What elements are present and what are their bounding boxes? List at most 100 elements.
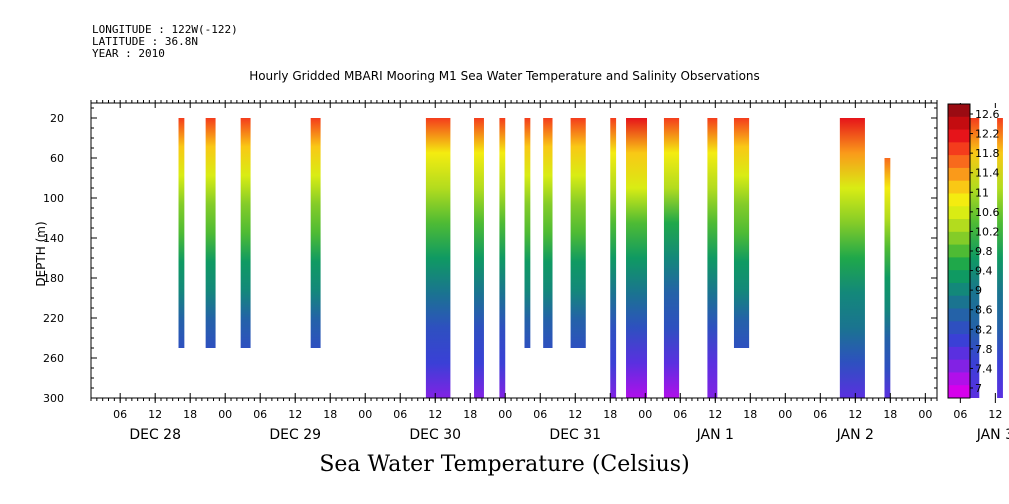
x-hour-tick-label: 18 [743,408,757,421]
longitude-label: LONGITUDE : 122W(-122) [92,23,238,36]
x-hour-tick-label: 00 [218,408,232,421]
colorbar-label: 8.2 [975,323,993,336]
colorbar-label: 9.8 [975,245,993,258]
colorbar-segment [948,308,970,322]
data-column [839,118,865,398]
data-column [474,118,484,398]
colorbar: 12.6 12.2 11.8 11.4 11 10.6 10.2 9.8 9.4 9 8.6 8.2 7… [947,103,1000,399]
x-hour-tick-label: 18 [463,408,477,421]
colorbar-label: 10.2 [975,225,1000,238]
x-hour-tick-label: 12 [988,408,1002,421]
colorbar-segment [948,193,970,207]
colorbar-segment [948,346,970,361]
colorbar-label: 7.4 [975,362,993,375]
colorbar-label: 12.6 [975,108,1000,121]
colorbar-label: 7.8 [975,343,993,356]
y-tick-label: 100 [43,192,64,205]
x-hour-tick-label: 12 [708,408,722,421]
colorbar-label: 7 [975,382,982,395]
data-column [205,118,216,348]
colorbar-segment [948,206,970,220]
x-hour-tick-label: 06 [953,408,967,421]
plot-title: Hourly Gridded MBARI Mooring M1 Sea Wate… [249,69,760,83]
x-day-label: DEC 29 [269,427,321,443]
colorbar-segment [948,282,970,297]
x-hour-tick-label: 12 [848,408,862,421]
colorbar-segment [948,295,970,310]
colorbar-segment [948,385,970,399]
colorbar-label: 9 [975,284,982,297]
x-day-label: DEC 31 [549,427,601,443]
colorbar-segment [948,155,970,169]
colorbar-label: 11.8 [975,147,1000,160]
x-day-label: DEC 30 [409,427,461,443]
x-hour-tick-label: 00 [498,408,512,421]
y-tick-label: 180 [43,272,64,285]
x-hour-tick-label: 12 [148,408,162,421]
data-column [626,118,648,398]
colorbar-segment [948,167,970,182]
x-hour-tick-label: 06 [113,408,127,421]
data-column [310,118,321,348]
colorbar-segment [948,321,970,335]
colorbar-label: 11.4 [975,167,1000,180]
x-hour-tick-label: 06 [813,408,827,421]
data-column [610,118,617,398]
colorbar-segment [948,219,970,233]
y-tick-label: 60 [50,152,64,165]
data-column [178,118,185,348]
data-column [570,118,586,348]
colorbar-segment [948,270,970,284]
y-tick-label: 300 [43,392,64,405]
year-label: YEAR : 2010 [92,47,165,60]
data-column [499,118,506,398]
colorbar-segment [948,116,970,131]
x-hour-tick-label: 06 [673,408,687,421]
x-day-label: JAN 2 [836,427,874,443]
colorbar-segment [948,180,970,194]
data-column [425,118,451,398]
x-hour-tick-label: 06 [533,408,547,421]
colorbar-segment [948,257,970,271]
x-hour-tick-label: 06 [253,408,267,421]
x-hour-tick-label: 18 [183,408,197,421]
x-hour-tick-label: 00 [638,408,652,421]
colorbar-label: 10.6 [975,206,1000,219]
x-hour-tick-label: 18 [323,408,337,421]
y-tick-label: 20 [50,112,64,125]
data-column [663,118,680,398]
bottom-title: Sea Water Temperature (Celsius) [319,452,690,477]
x-day-label: JAN 1 [696,427,734,443]
data-column [240,118,251,348]
x-hour-tick-label: 00 [358,408,372,421]
colorbar-segment [948,104,970,118]
x-day-label: DEC 28 [129,427,181,443]
colorbar-segment [948,231,970,246]
latitude-label: LATITUDE : 36.8N [92,35,198,48]
data-column [884,158,891,398]
data-column [707,118,718,398]
colorbar-segment [948,244,970,258]
x-hour-tick-label: 06 [393,408,407,421]
plot-border [90,102,938,399]
data-column [524,118,531,348]
colorbar-label: 8.6 [975,304,993,317]
x-hour-tick-label: 18 [883,408,897,421]
colorbar-segment [948,372,970,386]
y-tick-label: 220 [43,312,64,325]
data-column [543,118,553,348]
colorbar-segment [948,129,970,143]
x-hour-tick-label: 00 [778,408,792,421]
data-column [733,118,750,348]
colorbar-segment [948,142,970,156]
x-day-label: JAN 3 [976,427,1009,443]
colorbar-label: 12.2 [975,128,1000,141]
x-hour-tick-label: 00 [918,408,932,421]
colorbar-segment [948,359,970,373]
x-hour-tick-label: 12 [288,408,302,421]
plot-frame: 06 12 18 00 06 12 18 00 06 12 18 00 06 12 18 00 06 12 18 00… [43,100,1009,443]
x-hour-tick-label: 12 [568,408,582,421]
colorbar-segment [948,334,970,348]
y-tick-label: 260 [43,352,64,365]
